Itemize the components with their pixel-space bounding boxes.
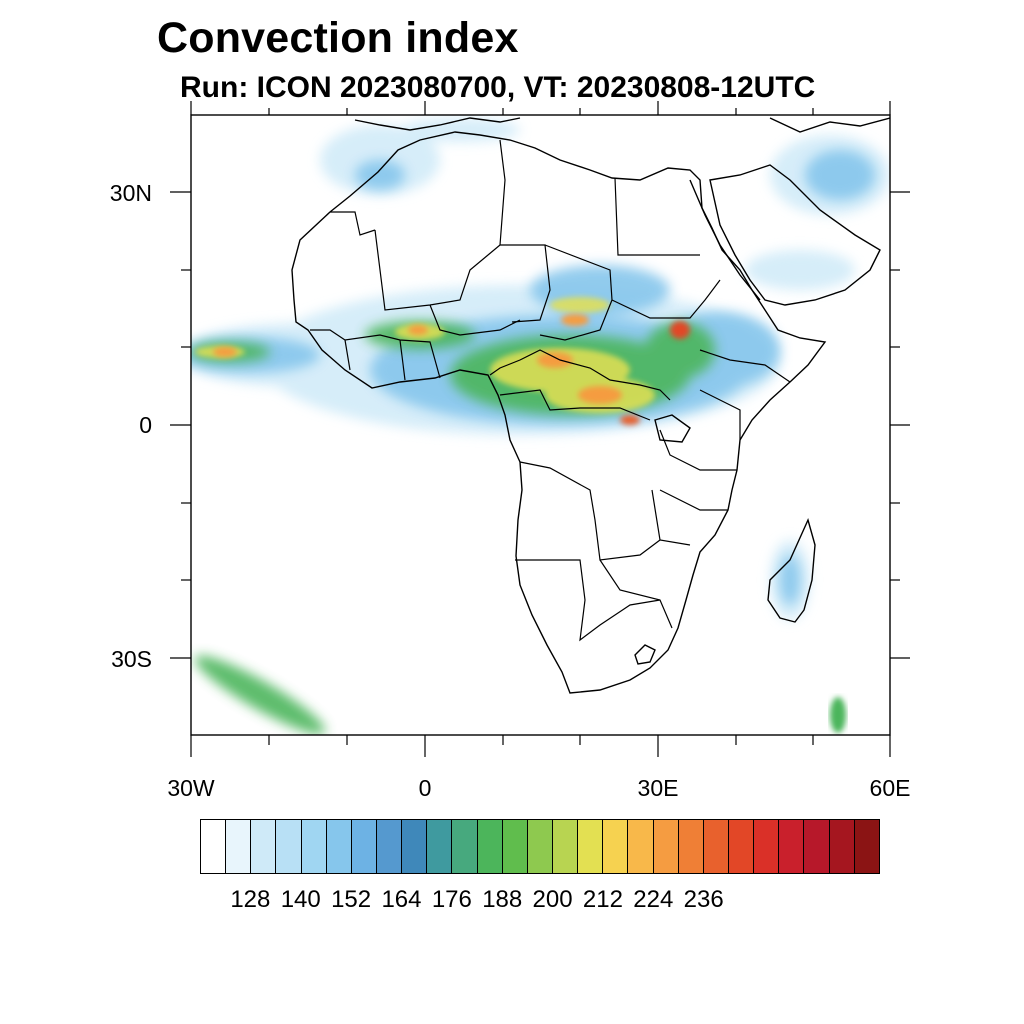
colorbar-box — [854, 820, 879, 873]
colorbar-box — [804, 820, 830, 873]
colorbar-box — [754, 820, 780, 873]
lon-label-30w: 30W — [167, 775, 215, 801]
colorbar-tick-label: 164 — [381, 886, 422, 913]
colorbar-tick-label: 140 — [280, 886, 321, 913]
colorbar — [200, 819, 880, 874]
lat-label-30n: 30N — [109, 180, 152, 206]
lat-label-0: 0 — [139, 412, 152, 438]
map-title: Convection index — [157, 14, 519, 62]
colorbar-tick-label: 188 — [482, 886, 523, 913]
colorbar-tick-label: 128 — [230, 886, 271, 913]
colorbar-box — [653, 820, 679, 873]
colorbar-box — [628, 820, 654, 873]
colorbar-box — [829, 820, 855, 873]
colorbar-box — [578, 820, 604, 873]
colorbar-tick-label: 152 — [331, 886, 372, 913]
colorbar-box — [527, 820, 553, 873]
colorbar-box — [351, 820, 377, 873]
colorbar-box — [603, 820, 629, 873]
map-subtitle: Run: ICON 2023080700, VT: 20230808-12UTC — [180, 71, 816, 104]
colorbar-box — [226, 820, 252, 873]
colorbar-box — [703, 820, 729, 873]
colorbar-tick-label: 200 — [532, 886, 573, 913]
lon-label-30e: 30E — [637, 775, 679, 801]
colorbar-box — [427, 820, 453, 873]
colorbar-box — [552, 820, 579, 873]
colorbar-tick-label: 224 — [633, 886, 674, 913]
colorbar-tick-label: 176 — [431, 886, 472, 913]
lon-label-0: 0 — [418, 775, 432, 801]
colorbar-box — [276, 820, 302, 873]
colorbar-box — [301, 820, 327, 873]
colorbar-box — [201, 820, 227, 873]
colorbar-box — [502, 820, 528, 873]
colorbar-tick-label: 212 — [582, 886, 623, 913]
lon-label-60e: 60E — [869, 775, 911, 801]
colorbar-box — [376, 820, 403, 873]
colorbar-box — [251, 820, 277, 873]
colorbar-box — [326, 820, 352, 873]
colorbar-box — [477, 820, 503, 873]
convection-field — [191, 118, 890, 735]
coastline — [291, 117, 890, 694]
colorbar-tick-label: 236 — [683, 886, 724, 913]
colorbar-box — [779, 820, 805, 873]
colorbar-box — [678, 820, 704, 873]
colorbar-box — [452, 820, 478, 873]
axis-ticks — [170, 101, 910, 757]
country-borders — [310, 139, 791, 642]
colorbar-box — [402, 820, 428, 873]
lat-label-30s: 30S — [111, 646, 152, 672]
colorbar-box — [728, 820, 755, 873]
